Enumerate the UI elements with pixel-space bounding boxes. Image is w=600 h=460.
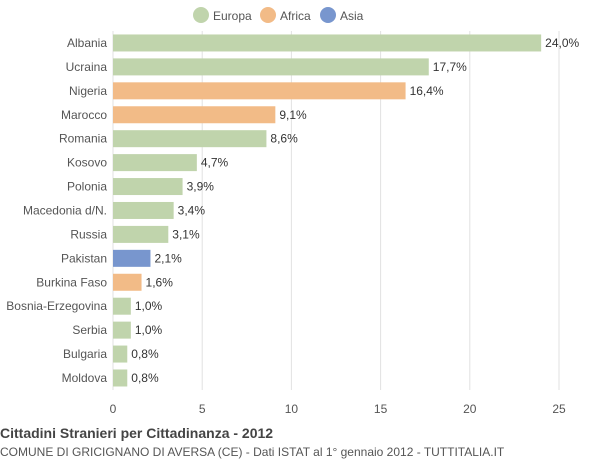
legend-marker-europa bbox=[193, 7, 209, 23]
legend-label-asia: Asia bbox=[340, 9, 364, 23]
bar-pakistan bbox=[113, 249, 151, 267]
bar-moldova bbox=[113, 369, 128, 387]
value-label-kosovo: 4,7% bbox=[201, 156, 229, 170]
legend-label-africa: Africa bbox=[280, 9, 311, 23]
value-label-pakistan: 2,1% bbox=[154, 251, 182, 265]
category-label-marocco: Marocco bbox=[61, 108, 107, 122]
bar-kosovo bbox=[113, 154, 197, 172]
category-label-kosovo: Kosovo bbox=[67, 156, 107, 170]
bar-chart: 0 5 10 15 20 25 Albania 24,0% Ucraina 17,7% Nigeri… bbox=[6, 7, 580, 416]
bar-burkina-faso bbox=[113, 273, 142, 291]
value-label-polonia: 3,9% bbox=[187, 180, 215, 194]
category-label-ucraina: Ucraina bbox=[66, 60, 108, 74]
category-label-nigeria: Nigeria bbox=[69, 84, 107, 98]
bar-bosnia-erzegovina bbox=[113, 297, 131, 315]
value-label-macedonia-d-n: 3,4% bbox=[178, 203, 206, 217]
chart-source: COMUNE DI GRICIGNANO DI AVERSA (CE) - Da… bbox=[0, 445, 505, 459]
category-label-pakistan: Pakistan bbox=[61, 251, 107, 265]
bar-romania bbox=[113, 130, 267, 148]
bar-ucraina bbox=[113, 58, 429, 76]
legend-marker-asia bbox=[320, 7, 336, 23]
legend-label-europa: Europa bbox=[213, 9, 252, 23]
x-tick-label-20: 20 bbox=[463, 402, 477, 416]
bar-macedonia-d-n bbox=[113, 201, 174, 219]
category-label-russia: Russia bbox=[70, 227, 107, 241]
value-label-russia: 3,1% bbox=[172, 227, 200, 241]
x-tick-label-15: 15 bbox=[374, 402, 388, 416]
category-label-macedonia-d-n: Macedonia d/N. bbox=[23, 203, 107, 217]
x-tick-label-5: 5 bbox=[199, 402, 206, 416]
x-tick-label-0: 0 bbox=[110, 402, 117, 416]
x-tick-label-25: 25 bbox=[552, 402, 566, 416]
category-label-romania: Romania bbox=[59, 132, 107, 146]
value-label-bosnia-erzegovina: 1,0% bbox=[135, 299, 163, 313]
bar-nigeria bbox=[113, 82, 406, 100]
value-label-albania: 24,0% bbox=[545, 36, 579, 50]
bar-serbia bbox=[113, 321, 131, 339]
category-label-polonia: Polonia bbox=[67, 180, 107, 194]
bar-polonia bbox=[113, 178, 183, 196]
category-label-albania: Albania bbox=[67, 36, 107, 50]
value-label-marocco: 9,1% bbox=[279, 108, 307, 122]
bar-marocco bbox=[113, 106, 276, 124]
bar-albania bbox=[113, 34, 542, 52]
x-tick-label-10: 10 bbox=[285, 402, 299, 416]
category-label-moldova: Moldova bbox=[62, 371, 108, 385]
category-label-serbia: Serbia bbox=[72, 323, 107, 337]
value-label-burkina-faso: 1,6% bbox=[146, 275, 174, 289]
value-label-bulgaria: 0,8% bbox=[131, 347, 159, 361]
legend-marker-africa bbox=[260, 7, 276, 23]
value-label-romania: 8,6% bbox=[270, 132, 298, 146]
chart-title: Cittadini Stranieri per Cittadinanza - 2… bbox=[0, 425, 274, 441]
category-label-bulgaria: Bulgaria bbox=[63, 347, 107, 361]
bar-bulgaria bbox=[113, 345, 128, 363]
value-label-ucraina: 17,7% bbox=[433, 60, 467, 74]
category-label-bosnia-erzegovina: Bosnia-Erzegovina bbox=[6, 299, 107, 313]
value-label-serbia: 1,0% bbox=[135, 323, 163, 337]
value-label-moldova: 0,8% bbox=[131, 371, 159, 385]
value-label-nigeria: 16,4% bbox=[410, 84, 444, 98]
category-label-burkina-faso: Burkina Faso bbox=[36, 275, 107, 289]
bar-russia bbox=[113, 225, 169, 243]
